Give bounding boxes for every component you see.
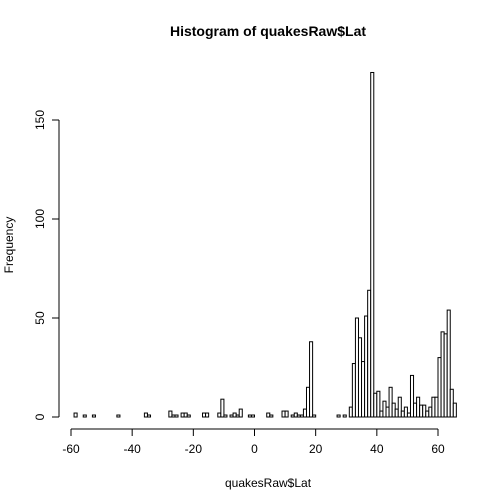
y-tick-label: 100: [33, 209, 47, 229]
histogram-bar: [83, 415, 86, 417]
y-axis: 0 50 100 150: [33, 110, 59, 421]
histogram-bar: [343, 415, 346, 417]
x-tick-label: -20: [185, 442, 203, 456]
histogram-bars: [74, 72, 456, 417]
histogram-bar: [92, 415, 95, 417]
histogram-bar: [270, 415, 273, 417]
y-tick-label: 0: [33, 413, 47, 420]
x-tick-label: 20: [309, 442, 323, 456]
histogram-bar: [313, 415, 316, 417]
chart-title: Histogram of quakesRaw$Lat: [170, 23, 366, 39]
x-tick-label: -40: [123, 442, 141, 456]
histogram-bar: [310, 342, 313, 417]
histogram-bar: [187, 415, 190, 417]
histogram-bar: [239, 409, 242, 417]
histogram-bar: [147, 415, 150, 417]
y-axis-label: Frequency: [2, 217, 16, 274]
histogram-bar: [74, 413, 77, 417]
histogram-bar: [453, 403, 456, 417]
histogram-bar: [371, 72, 374, 417]
histogram-bar: [117, 415, 120, 417]
x-tick-label: 0: [251, 442, 258, 456]
histogram-bar: [224, 415, 227, 417]
x-tick-label: -60: [62, 442, 80, 456]
histogram-bar: [285, 411, 288, 417]
histogram-bar: [206, 413, 209, 417]
histogram-bar: [175, 415, 178, 417]
x-axis: -60 -40 -20 0 20 40 60: [62, 429, 445, 456]
histogram-bar: [337, 415, 340, 417]
y-tick-label: 150: [33, 110, 47, 130]
x-axis-label: quakesRaw$Lat: [225, 476, 312, 490]
histogram-bar: [221, 399, 224, 417]
histogram-bar: [251, 415, 254, 417]
x-tick-label: 40: [370, 442, 384, 456]
x-tick-label: 60: [431, 442, 445, 456]
y-tick-label: 50: [33, 311, 47, 325]
